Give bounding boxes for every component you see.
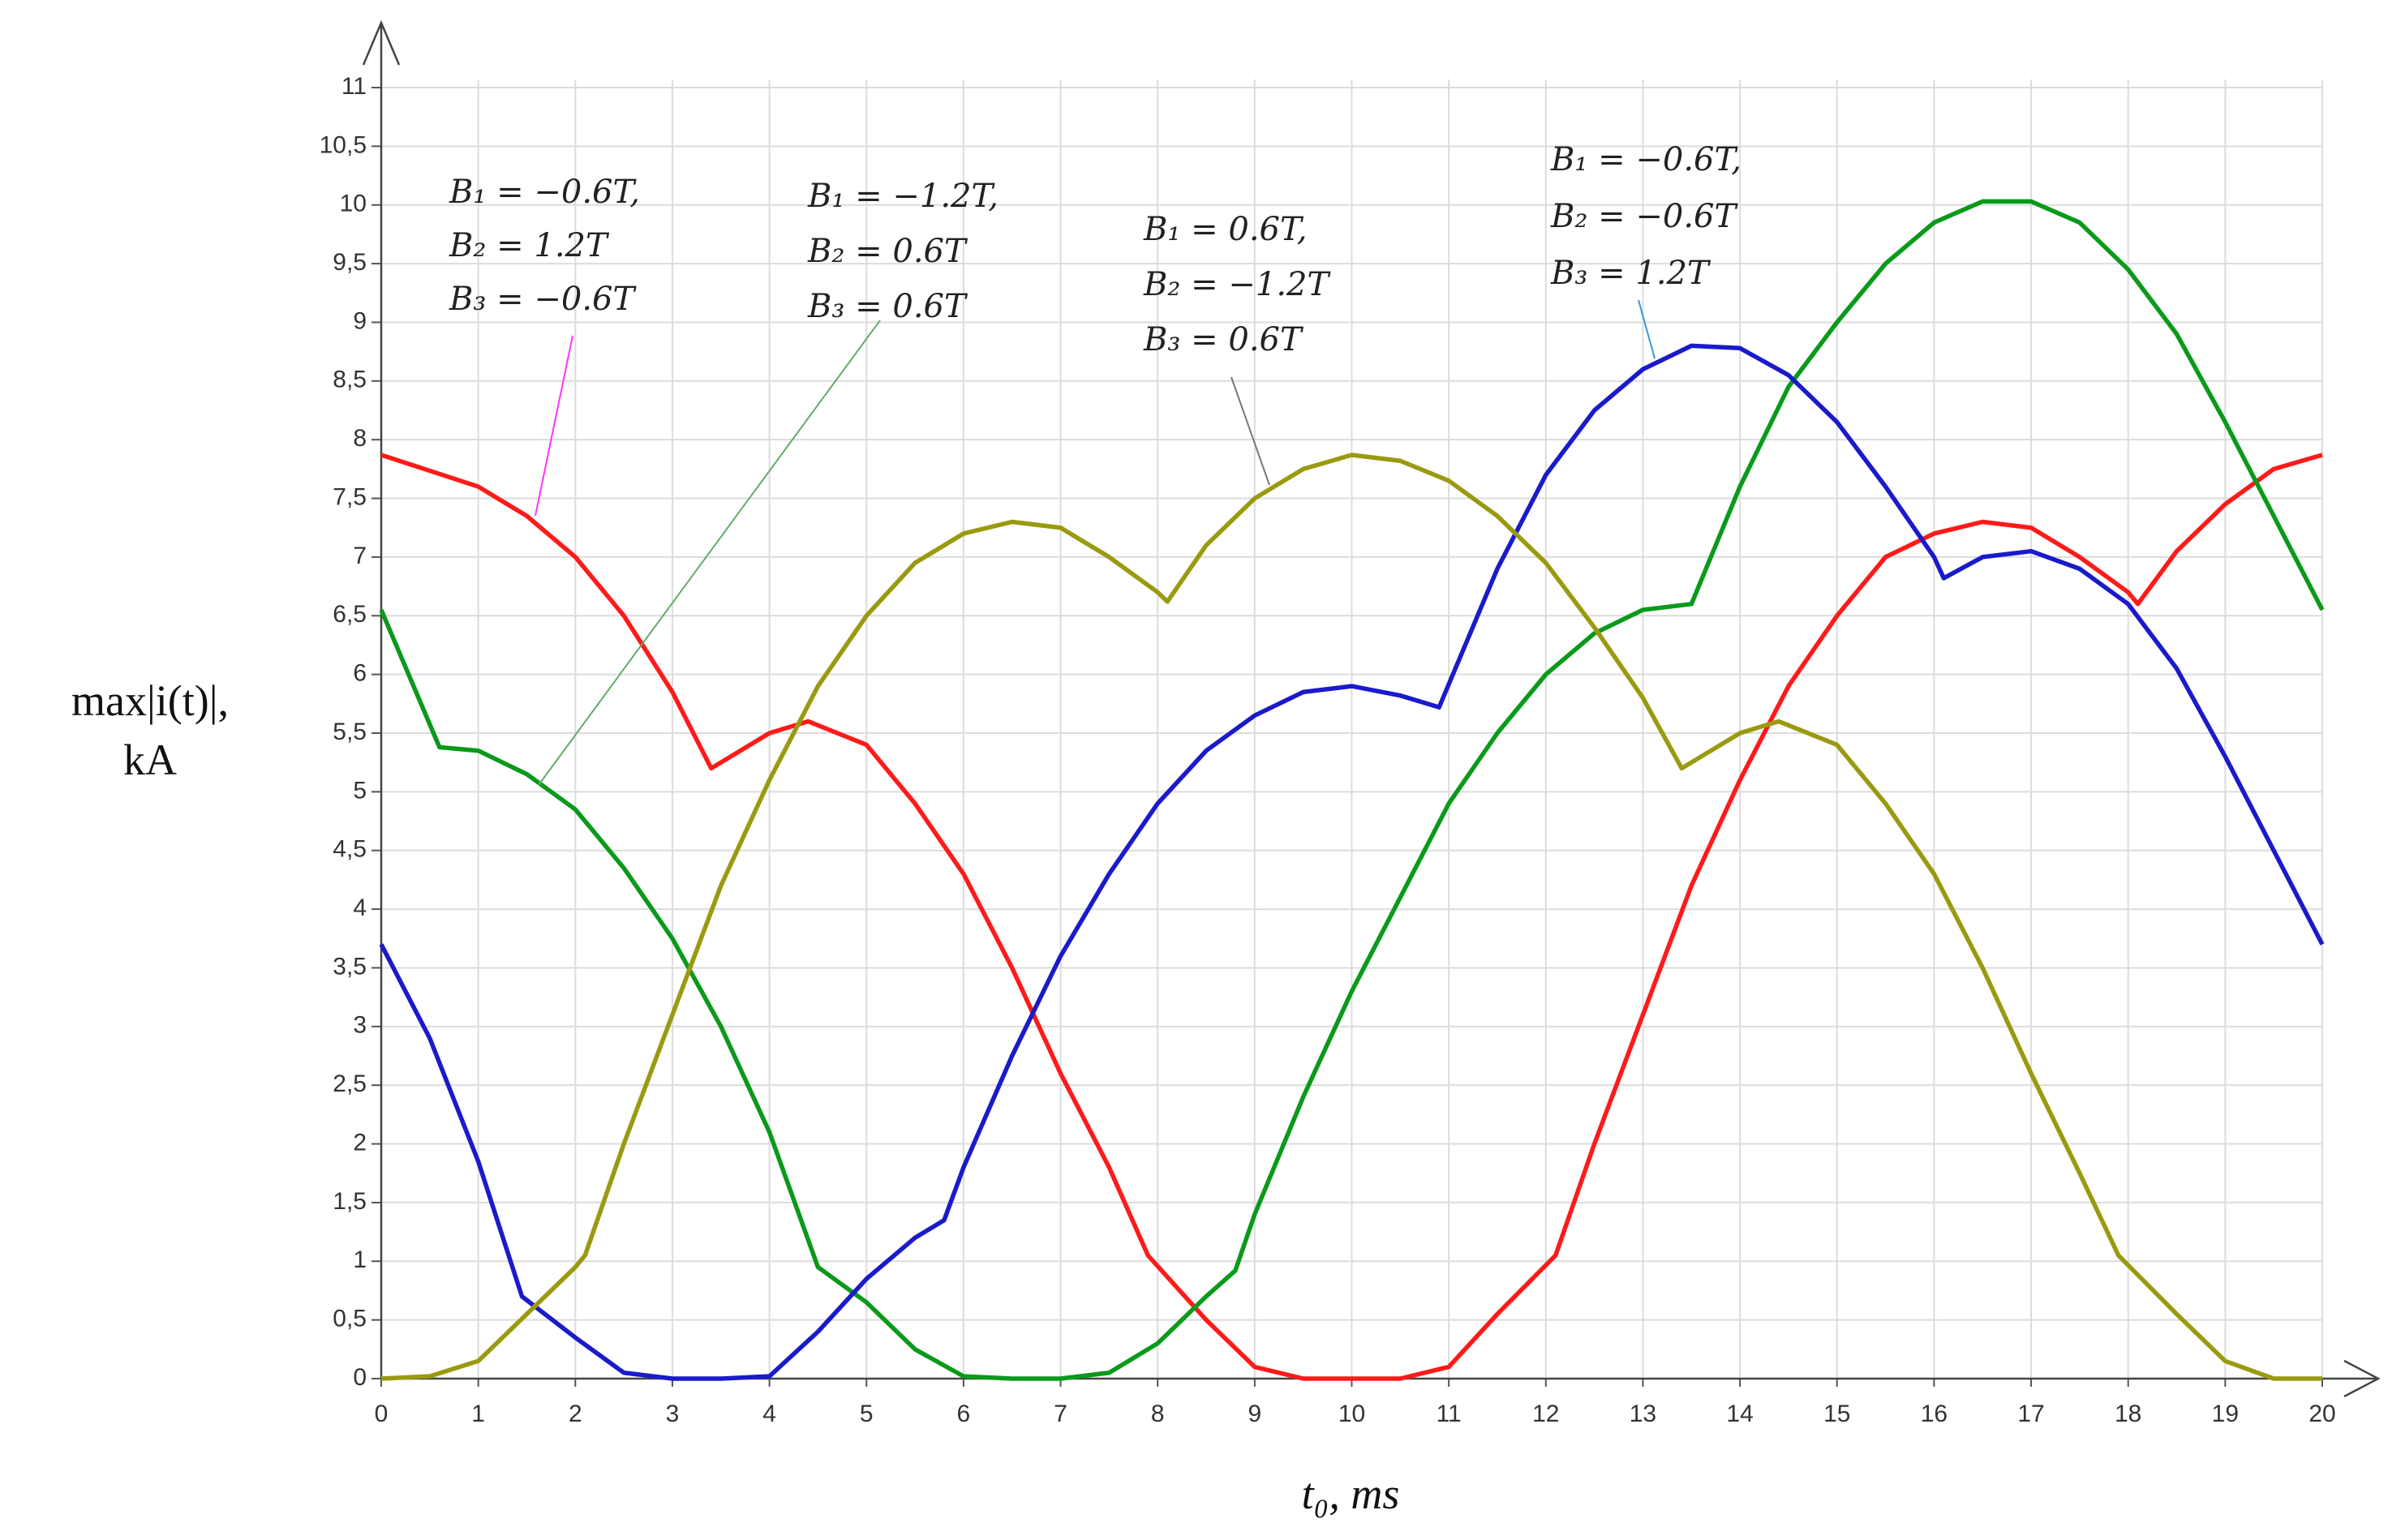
x-tick-label: 15 [1823,1401,1850,1427]
y-tick-label: 0,5 [333,1306,367,1332]
annotation-leader [1230,376,1270,486]
y-tick-label: 2 [353,1129,367,1156]
annotation-text: B₁ = −0.6T, [449,174,640,211]
y-tick-label: 10,5 [320,131,367,158]
annotation-text: B₃ = 0.6T [1143,321,1304,358]
annotation-leader [1638,299,1656,359]
x-axis-label: t₀, ms [1302,1469,1400,1518]
x-tick-label: 10 [1338,1401,1365,1427]
x-tick-label: 5 [860,1401,874,1427]
annotation-leader [535,335,573,517]
annotation-text: B₂ = 1.2T [449,227,610,264]
x-tick-label: 18 [2115,1401,2141,1427]
annotation-text: B₃ = 0.6T [807,288,968,325]
annotation-text: B₂ = −1.2T [1143,266,1332,303]
y-tick-label: 1,5 [333,1188,367,1215]
x-tick-label: 14 [1726,1401,1753,1427]
x-tick-label: 3 [666,1401,680,1427]
y-tick-label: 0 [353,1364,367,1391]
y-tick-label: 7,5 [333,483,367,510]
y-tick-label: 11 [341,73,367,100]
x-tick-label: 8 [1151,1401,1165,1427]
y-tick-label: 2,5 [333,1070,367,1097]
y-tick-label: 6 [353,660,367,687]
y-tick-label: 4 [353,894,367,921]
series-line [379,199,2325,1381]
y-axis-arrow [362,19,401,66]
series-line [380,453,2322,1381]
y-tick-label: 4,5 [333,836,367,863]
y-tick-label: 8,5 [333,367,367,393]
annotation-leader [538,320,881,786]
y-tick-label: 5,5 [333,719,367,745]
x-tick-label: 16 [1921,1401,1948,1427]
x-tick-label: 19 [2212,1401,2239,1427]
x-tick-label: 4 [762,1401,776,1427]
y-tick-label: 8 [353,425,367,452]
x-tick-label: 17 [2017,1401,2044,1427]
series-line [379,343,2325,1381]
y-tick-label: 1 [353,1246,367,1273]
annotation-text: B₃ = 1.2T [1550,255,1711,292]
x-tick-label: 7 [1054,1401,1067,1427]
x-tick-label: 9 [1248,1401,1262,1427]
y-tick-label: 7 [353,543,367,569]
y-tick-label: 9 [353,307,367,334]
x-tick-label: 6 [957,1401,971,1427]
annotation-text: B₂ = −0.6T [1550,198,1739,235]
y-tick-label: 9,5 [333,249,367,276]
y-tick-label: 10 [340,191,367,217]
y-axis-label: max|i(t)|, [71,676,229,725]
y-tick-label: 6,5 [333,601,367,628]
y-tick-label: 3 [353,1012,367,1039]
annotation-text: B₃ = −0.6T [449,281,638,318]
x-tick-label: 11 [1437,1401,1462,1427]
x-tick-label: 1 [471,1401,485,1427]
x-tick-label: 0 [375,1401,389,1427]
x-tick-label: 20 [2308,1401,2335,1427]
series-line [380,453,2323,1381]
x-tick-label: 13 [1630,1401,1656,1427]
x-tick-label: 2 [569,1401,582,1427]
y-tick-label: 5 [353,777,367,804]
annotation-text: B₁ = −0.6T, [1550,141,1741,178]
annotation-text: B₁ = 0.6T, [1143,211,1308,248]
x-tick-label: 12 [1532,1401,1559,1427]
x-axis-arrow [2343,1359,2381,1398]
annotation-text: B₂ = 0.6T [807,233,968,270]
y-tick-label: 3,5 [333,953,367,980]
annotation-text: B₁ = −1.2T, [807,178,999,215]
y-axis-label: kA [123,736,177,784]
